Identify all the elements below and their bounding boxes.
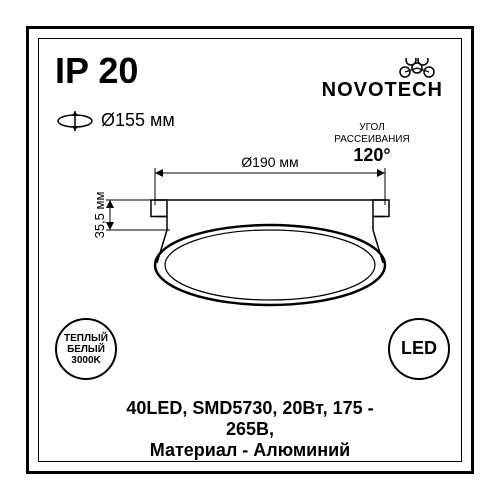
spec-sheet: { "layout": { "outer_border": { "x": 26,… <box>0 0 500 500</box>
cutout-dimension: Ø155 мм <box>55 110 175 131</box>
led-text: LED <box>401 339 437 359</box>
cutout-label: Ø155 мм <box>101 110 175 131</box>
spec-line2: Материал - Алюминий <box>125 440 375 461</box>
ip-rating: IP 20 <box>55 50 138 92</box>
led-badge: LED <box>388 318 450 380</box>
spec-line1: 40LED, SMD5730, 20Вт, 175 - 265В, <box>125 398 375 440</box>
svg-text:NOVOTECH: NOVOTECH <box>322 79 443 101</box>
cutout-icon <box>55 111 95 131</box>
spec-text: 40LED, SMD5730, 20Вт, 175 - 265В, Матери… <box>125 398 375 461</box>
color-temp-badge: ТЕПЛЫЙ БЕЛЫЙ 3000K <box>55 318 117 380</box>
logo-graphic: NOVOTECH <box>285 58 445 102</box>
brand-logo: NOVOTECH <box>285 58 445 107</box>
svg-text:35,5 мм: 35,5 мм <box>92 192 107 239</box>
svg-text:Ø190 мм: Ø190 мм <box>241 154 298 170</box>
angle-word1: УГОЛ <box>334 122 409 134</box>
temp-line2: БЕЛЫЙ <box>67 344 105 355</box>
angle-value: 120° <box>334 145 409 166</box>
beam-angle: УГОЛ РАССЕИВАНИЯ 120° <box>334 122 409 166</box>
angle-word2: РАССЕИВАНИЯ <box>334 134 409 146</box>
temp-line1: ТЕПЛЫЙ <box>64 333 108 344</box>
fixture-diagram: Ø190 мм 35,5 мм <box>80 145 420 320</box>
temp-line3: 3000K <box>71 355 100 366</box>
